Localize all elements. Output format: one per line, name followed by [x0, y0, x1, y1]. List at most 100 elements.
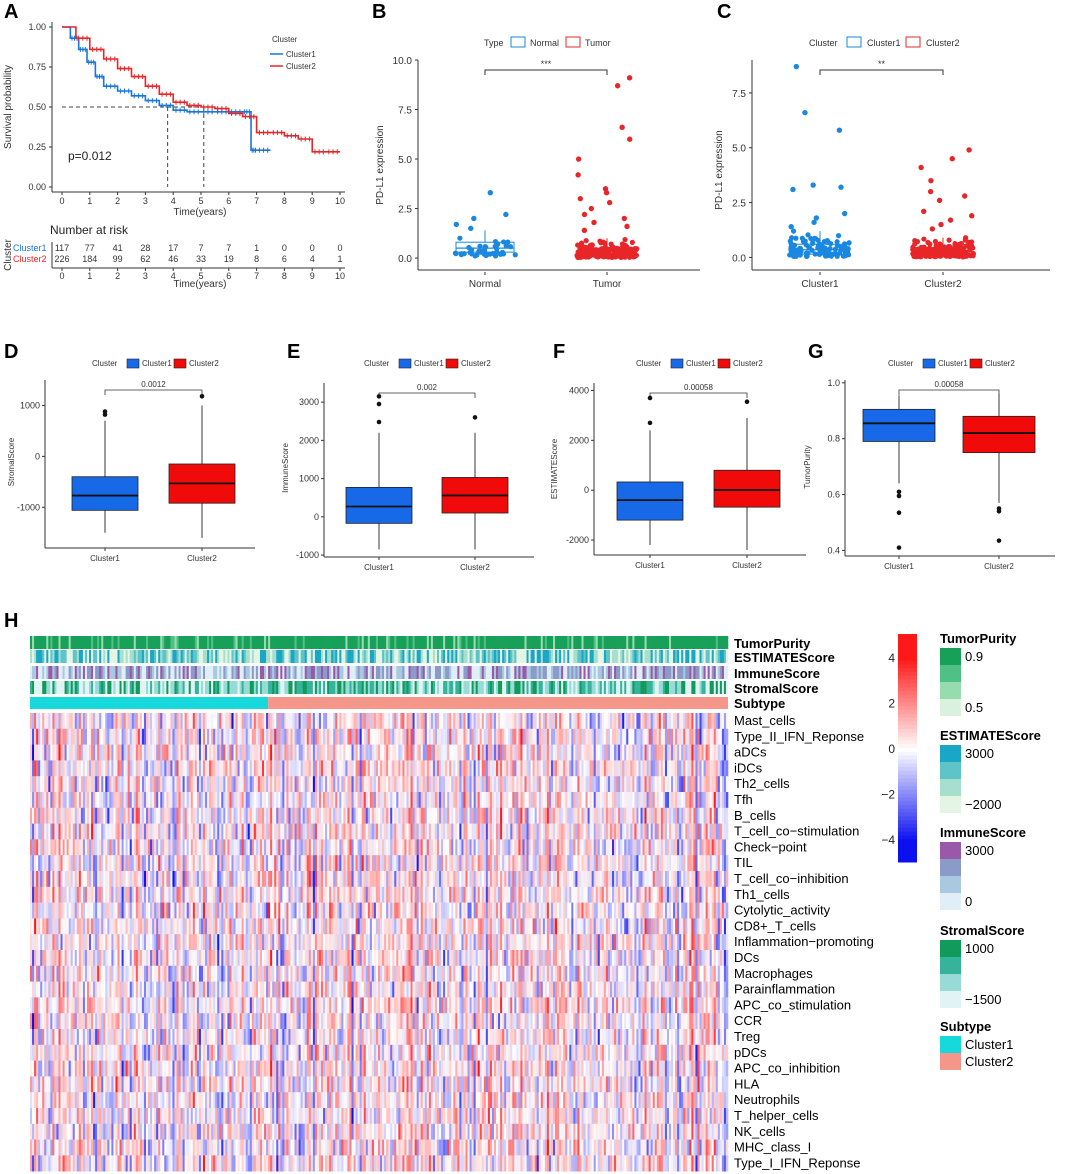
heatmap-cell [719, 760, 723, 777]
heatmap-cell [436, 744, 440, 761]
heatmap-cell [101, 728, 104, 745]
annotation-cell [445, 650, 448, 663]
heatmap-cell [145, 823, 149, 840]
heatmap-cell [180, 807, 183, 824]
heatmap-cell [681, 792, 684, 809]
heatmap-cell [546, 728, 550, 745]
annotation-cell [451, 636, 454, 649]
annotation-cell [538, 666, 542, 679]
heatmap-cell [380, 728, 383, 745]
heatmap-cell [506, 792, 509, 809]
heatmap-cell [699, 744, 702, 761]
heatmap-cell [703, 792, 706, 809]
heatmap-cell [62, 792, 65, 809]
heatmap-cell [573, 776, 576, 793]
heatmap-cell [123, 807, 126, 824]
heatmap-cell [548, 713, 552, 730]
annotation-cell [713, 636, 717, 649]
heatmap-cell [559, 713, 562, 730]
annotation-label: ESTIMATEScore [734, 650, 835, 665]
annotation-cell [82, 681, 86, 694]
heatmap-cell [154, 713, 157, 730]
annotation-cell [290, 650, 293, 663]
heatmap-cell [321, 713, 324, 730]
heatmap-cell [404, 776, 407, 793]
annotation-cell [44, 666, 47, 679]
annotation-cell [402, 636, 405, 649]
heatmap-cell [145, 807, 149, 824]
heatmap-cell [404, 713, 407, 730]
heatmap-cell [717, 728, 721, 745]
annotation-cell [233, 681, 236, 694]
heatmap-cell [453, 792, 456, 809]
heatmap-cell [624, 776, 627, 793]
heatmap-cell [82, 823, 86, 840]
annotation-cell [575, 681, 578, 694]
heatmap-cell [111, 760, 114, 777]
heatmap-cell [485, 823, 489, 840]
heatmap-cell [721, 713, 725, 730]
heatmap-cell [489, 744, 493, 761]
annotation-cell [390, 681, 393, 694]
annotation-cell [701, 666, 704, 679]
heatmap-cell [691, 776, 694, 793]
heatmap-cell [276, 792, 279, 809]
heatmap-cell [695, 713, 698, 730]
heatmap-cell [575, 760, 578, 777]
heatmap-cell [640, 776, 643, 793]
heatmap-cell [331, 744, 334, 761]
significance-bracket [819, 69, 944, 75]
heatmap-cell [504, 776, 507, 793]
heatmap-cell [449, 760, 452, 777]
annotation-cell [540, 636, 544, 649]
annotation-cell [239, 636, 242, 649]
data-point [821, 239, 827, 245]
heatmap-cell [298, 823, 301, 840]
annotation-cell [99, 666, 102, 679]
heatmap-cell [504, 744, 507, 761]
heatmap-cell [241, 807, 244, 824]
heatmap-cell [196, 744, 200, 761]
heatmap-cell [671, 776, 674, 793]
heatmap-cell [559, 792, 562, 809]
heatmap-cell [660, 728, 664, 745]
heatmap-cell [225, 807, 228, 824]
heatmap-cell [42, 823, 45, 840]
heatmap-cell [585, 807, 588, 824]
heatmap-cell [335, 713, 338, 730]
heatmap-cell [268, 807, 271, 824]
heatmap-cell [89, 792, 92, 809]
annotation-cell [654, 681, 658, 694]
heatmap-cell [412, 792, 415, 809]
heatmap-cell [441, 823, 444, 840]
heatmap-cell [601, 807, 605, 824]
heatmap-cell [593, 776, 597, 793]
heatmap-cell [170, 728, 173, 745]
heatmap-cell [367, 776, 371, 793]
annotation-cell [532, 650, 535, 663]
heatmap-cell [154, 728, 157, 745]
heatmap-cell [434, 823, 438, 840]
heatmap-cell [567, 807, 570, 824]
heatmap-cell [463, 760, 466, 777]
annotation-cell [205, 636, 208, 649]
annotation-cell [591, 681, 594, 694]
heatmap-cell [699, 807, 702, 824]
heatmap-cell [398, 792, 401, 809]
annotation-cell [605, 681, 609, 694]
heatmap-cell [603, 776, 607, 793]
heatmap-cell [597, 792, 601, 809]
heatmap-cell [323, 792, 326, 809]
annotation-cell [496, 650, 499, 663]
heatmap-cell [473, 776, 476, 793]
annotation-cell [119, 636, 122, 649]
heatmap-cell [475, 807, 478, 824]
heatmap-cell [532, 776, 535, 793]
annotation-cell [131, 636, 135, 649]
annotation-cell [268, 681, 271, 694]
heatmap-cell [648, 807, 651, 824]
heatmap-cell [656, 776, 660, 793]
heatmap-cell [266, 792, 269, 809]
annotation-cell [365, 636, 369, 649]
heatmap-cell [483, 792, 487, 809]
